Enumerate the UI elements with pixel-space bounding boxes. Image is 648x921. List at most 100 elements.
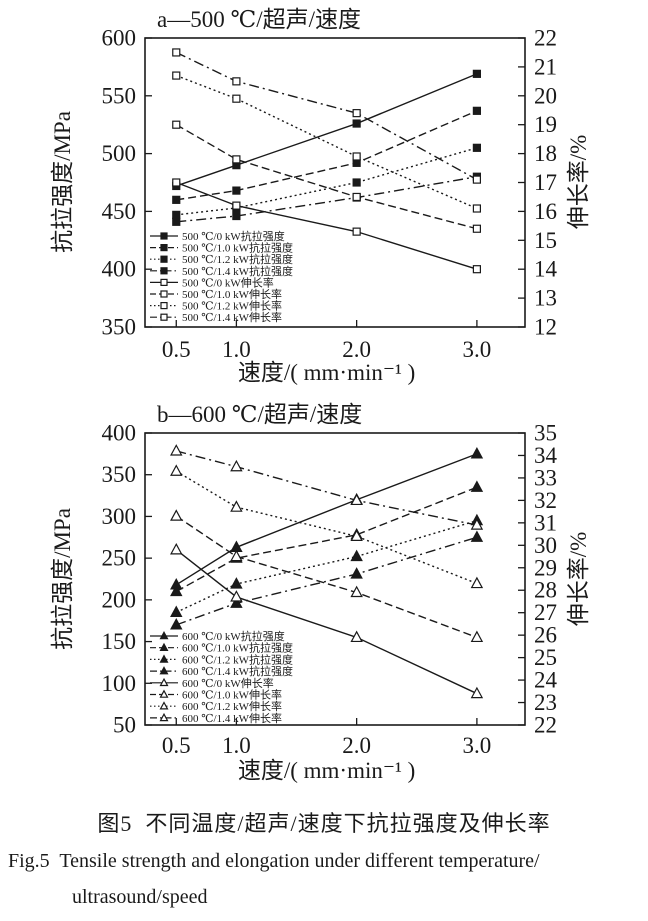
- y-right-tick-label: 23: [534, 690, 557, 715]
- legend-marker: [159, 642, 169, 651]
- data-point-marker: [472, 106, 481, 115]
- data-point-marker: [350, 529, 363, 541]
- x-tick-label: 2.0: [342, 733, 371, 758]
- legend-marker: [159, 701, 169, 710]
- data-point-marker: [172, 71, 181, 80]
- legend-entry-label: 600 ℃/0 kW抗拉强度: [182, 629, 285, 643]
- data-point-marker: [470, 576, 484, 589]
- y-left-tick-label: 400: [102, 257, 137, 282]
- series-line: [176, 181, 478, 270]
- data-point-marker: [230, 500, 243, 512]
- data-point-marker: [350, 549, 363, 562]
- legend-entry-label: 600 ℃/1.0 kW伸长率: [182, 688, 282, 702]
- legend-entry-label: 500 ℃/0 kW伸长率: [182, 275, 274, 289]
- data-point-marker: [470, 518, 484, 530]
- x-tick-label: 3.0: [463, 337, 492, 362]
- series-line: [176, 147, 478, 216]
- legend-entry-label: 500 ℃/1.0 kW伸长率: [182, 287, 282, 301]
- legend-marker: [159, 712, 169, 722]
- legend-marker: [159, 654, 169, 663]
- legend-entry-label: 600 ℃/1.4 kW伸长率: [182, 711, 282, 725]
- data-point-marker: [170, 444, 183, 456]
- caption-english-line2: ultrasound/speed: [72, 886, 208, 908]
- y-left-tick-label: 100: [102, 671, 137, 696]
- legend-marker: [160, 278, 168, 286]
- legend-entry-label: 600 ℃/1.4 kW抗拉强度: [182, 664, 293, 678]
- data-point-marker: [170, 464, 183, 476]
- data-point-marker: [230, 549, 243, 562]
- data-point-marker: [352, 227, 361, 236]
- data-point-marker: [472, 224, 481, 233]
- legend-marker: [160, 244, 168, 252]
- plot-frame: [144, 432, 526, 726]
- y-left-axis-label: 抗拉强度/MPa: [50, 111, 75, 253]
- x-axis-label: 速度/( mm·min⁻¹ ): [238, 758, 415, 783]
- data-point-marker: [170, 542, 183, 555]
- data-point-marker: [232, 201, 241, 210]
- dual-line-charts: 350 400 450 500 550 600 12 13 14 15 16 17 18 19 20 21 22…: [50, 7, 591, 783]
- legend-entry-label: 500 ℃/1.2 kW伸长率: [182, 299, 282, 313]
- y-right-axis-label: 伸长率/%: [566, 135, 591, 230]
- series-line: [175, 486, 478, 593]
- legend-marker: [159, 631, 169, 640]
- y-left-tick-label: 350: [102, 315, 137, 340]
- series-line: [175, 549, 478, 695]
- y-right-tick-label: 24: [534, 668, 558, 693]
- data-point-marker: [230, 459, 243, 472]
- legend-entry-label: 500 ℃/0 kW抗拉强度: [182, 229, 285, 243]
- x-tick-label: 0.5: [162, 337, 191, 362]
- y-right-tick-label: 25: [534, 645, 557, 670]
- y-right-tick-label: 19: [534, 112, 557, 137]
- series-line: [175, 515, 478, 639]
- series-line: [176, 450, 478, 526]
- data-point-marker: [472, 69, 481, 78]
- y-right-tick-label: 34: [534, 443, 558, 468]
- data-point-marker: [350, 585, 363, 598]
- chart-600c: 5010015020025030035040022232425262728293…: [50, 402, 591, 783]
- y-right-tick-label: 16: [534, 199, 557, 224]
- data-point-marker: [472, 143, 481, 152]
- data-point-marker: [172, 120, 181, 129]
- y-right-tick-label: 22: [534, 26, 557, 51]
- data-point-marker: [350, 630, 363, 643]
- data-point-marker: [350, 493, 363, 506]
- y-left-tick-label: 400: [102, 421, 137, 446]
- data-point-marker: [232, 186, 241, 195]
- legend-marker: [160, 290, 168, 298]
- series-line: [176, 73, 478, 187]
- legend-marker: [160, 255, 168, 263]
- series-line: [175, 470, 478, 585]
- data-point-marker: [230, 577, 243, 589]
- legend-entry-label: 600 ℃/0 kW伸长率: [182, 676, 274, 690]
- y-right-tick-label: 29: [534, 555, 557, 580]
- y-right-axis-label: 伸长率/%: [566, 532, 591, 627]
- y-right-tick-label: 33: [534, 465, 557, 490]
- series-line: [175, 51, 478, 181]
- data-point-marker: [472, 175, 481, 184]
- y-right-tick-label: 14: [534, 257, 558, 282]
- data-point-marker: [172, 178, 181, 187]
- y-right-tick-label: 17: [534, 170, 557, 195]
- series-line: [175, 124, 478, 230]
- chart-title: b—600 ℃/超声/速度: [157, 402, 362, 427]
- x-tick-label: 1.0: [222, 337, 251, 362]
- data-point-marker: [172, 210, 181, 219]
- caption-english-line1: Fig.5 Tensile strength and elongation un…: [8, 850, 540, 872]
- legend-marker: [159, 677, 169, 687]
- data-point-marker: [350, 567, 363, 579]
- y-left-tick-label: 450: [102, 199, 137, 224]
- y-right-tick-label: 13: [534, 286, 557, 311]
- data-point-marker: [352, 119, 361, 128]
- legend-entry-label: 600 ℃/1.2 kW伸长率: [182, 699, 282, 713]
- y-right-tick-label: 28: [534, 578, 557, 603]
- data-point-marker: [170, 584, 183, 597]
- y-left-tick-label: 150: [102, 629, 137, 654]
- data-point-marker: [352, 109, 361, 118]
- series-line: [176, 110, 478, 201]
- legend-entry-label: 500 ℃/1.0 kW抗拉强度: [182, 241, 293, 255]
- y-left-tick-label: 500: [102, 141, 137, 166]
- series-line: [175, 453, 478, 586]
- data-point-marker: [352, 152, 361, 161]
- y-right-tick-label: 32: [534, 488, 557, 513]
